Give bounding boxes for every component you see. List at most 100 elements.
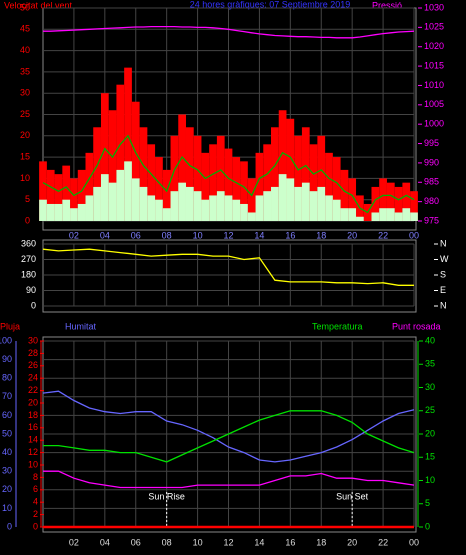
- y-tick-label: 30: [28, 335, 38, 345]
- y-tick-label: 1000: [424, 119, 444, 129]
- y-tick-label: N: [440, 300, 447, 310]
- wind-bar: [162, 208, 171, 221]
- x-tick-label: 22: [378, 230, 388, 240]
- y-tick-label: 40: [2, 447, 12, 457]
- wind-bar: [62, 199, 71, 221]
- wind-bar: [155, 199, 163, 221]
- wind-bar: [386, 182, 395, 221]
- wind-bar: [139, 127, 148, 221]
- y-tick-label: 90: [26, 285, 36, 295]
- wind-bar: [54, 174, 63, 221]
- y-tick-label: 50: [2, 428, 12, 438]
- wind-bar: [294, 186, 302, 221]
- wind-bar: [394, 212, 403, 221]
- y-tick-label: 45: [20, 24, 30, 34]
- wind-bar: [271, 186, 279, 221]
- wind-bar: [201, 199, 210, 221]
- y-tick-label: 180: [21, 269, 36, 279]
- y-tick-label: 1010: [424, 80, 444, 90]
- y-tick-label: 70: [2, 391, 12, 401]
- wind-bar: [178, 182, 186, 221]
- wind-bar: [271, 127, 279, 221]
- y-tick-label: 25: [20, 109, 30, 119]
- wind-bar: [255, 152, 264, 221]
- wind-bar: [116, 84, 125, 222]
- wind-bar: [100, 93, 109, 221]
- y-tick-label: N: [440, 238, 447, 248]
- y-tick-label: 1025: [424, 22, 444, 32]
- x-tick-label: 18: [316, 230, 326, 240]
- wind-bar: [340, 208, 349, 221]
- x-tick-label: 00: [409, 537, 419, 547]
- wind-bar: [332, 157, 341, 221]
- wind-bar: [325, 152, 333, 221]
- wind-bar: [170, 191, 179, 221]
- y-tick-label: 985: [424, 177, 439, 187]
- wind-bar: [93, 186, 101, 221]
- wind-bar: [39, 199, 47, 221]
- x-tick-label: 06: [131, 230, 141, 240]
- y-tick-label: 20: [20, 130, 30, 140]
- wind-bar: [46, 203, 55, 221]
- annotation: Sun Set: [336, 491, 369, 501]
- wind-bar: [348, 208, 357, 221]
- x-tick-label: 16: [285, 537, 295, 547]
- wind-bar: [39, 161, 47, 221]
- wind-bar: [224, 195, 233, 221]
- wind-bar: [232, 199, 241, 221]
- y-tick-label: 0: [25, 215, 30, 225]
- y-tick-label: 1020: [424, 41, 444, 51]
- wind-bar: [131, 178, 140, 221]
- y-tick-label: 10: [425, 475, 435, 485]
- y-tick-label: 995: [424, 138, 439, 148]
- wind-bar: [131, 101, 140, 221]
- wind-bar: [224, 148, 233, 221]
- wind-bar: [77, 169, 86, 221]
- y-tick-label: 980: [424, 196, 439, 206]
- wind-bar: [340, 169, 349, 221]
- y-tick-label: 22: [28, 385, 38, 395]
- wind-bar: [309, 144, 318, 221]
- y-tick-label: W: [440, 254, 449, 264]
- wind-bar: [170, 135, 179, 221]
- wind-bar: [240, 161, 248, 221]
- x-tick-label: 08: [162, 537, 172, 547]
- y-tick-label: 10: [28, 459, 38, 469]
- y-tick-label: 0: [33, 521, 38, 531]
- wind-bar: [301, 182, 310, 221]
- wind-bar: [178, 114, 186, 221]
- x-tick-label: 06: [131, 537, 141, 547]
- wind-bar: [394, 186, 403, 221]
- wind-bar: [286, 118, 295, 221]
- y-tick-label: 80: [2, 373, 12, 383]
- wind-bar: [263, 144, 272, 221]
- wind-bar: [54, 203, 63, 221]
- wind-bar: [332, 199, 341, 221]
- wind-bar: [216, 135, 225, 221]
- wind-bar: [410, 191, 418, 221]
- y-tick-label: 0: [7, 521, 12, 531]
- wind-bar: [232, 157, 241, 221]
- wind-bar: [317, 186, 326, 221]
- series-line: [43, 410, 415, 463]
- wind-bar: [278, 174, 287, 221]
- x-tick-label: 12: [223, 537, 233, 547]
- y-tick-label: 1030: [424, 2, 444, 12]
- x-tick-label: 02: [69, 537, 79, 547]
- y-tick-label: 60: [2, 410, 12, 420]
- y-tick-label: 30: [20, 88, 30, 98]
- wind-bar: [62, 165, 71, 221]
- x-tick-label: 04: [100, 537, 110, 547]
- legend-label: Punt rosada: [392, 321, 441, 331]
- y-tick-label: 14: [28, 435, 38, 445]
- y-tick-label: 10: [20, 173, 30, 183]
- legend-label: Humitat: [65, 321, 97, 331]
- wind-bar: [371, 186, 380, 221]
- wind-bar: [147, 144, 156, 221]
- y-tick-label: 40: [20, 45, 30, 55]
- wind-bar: [410, 212, 418, 221]
- wind-bar: [402, 208, 411, 221]
- wind-bar: [278, 110, 287, 221]
